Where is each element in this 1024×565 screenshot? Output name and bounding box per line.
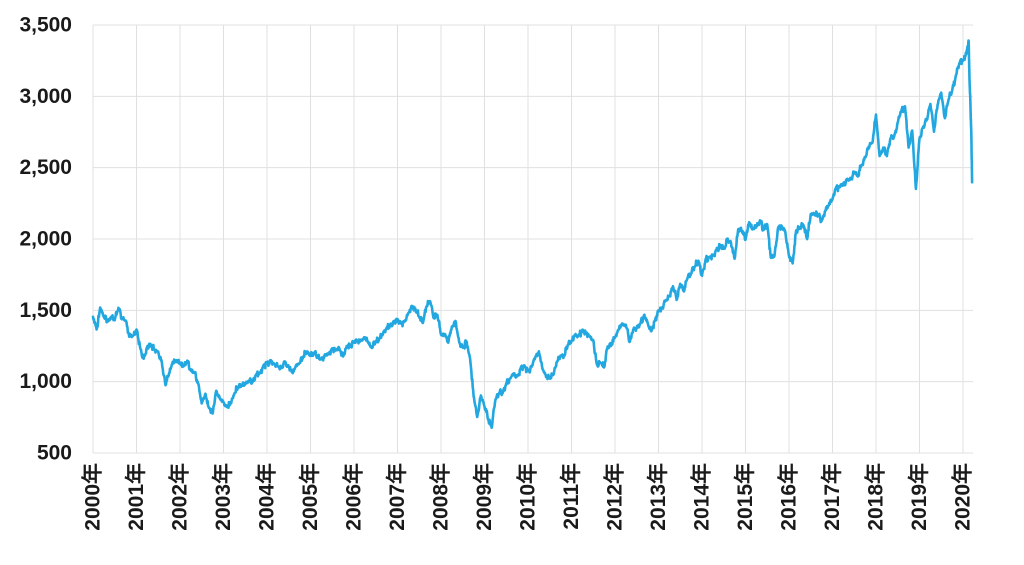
x-axis-tick-label: 2016年 (776, 463, 800, 531)
y-axis-tick-label: 3,000 (19, 85, 72, 108)
x-axis-tick-label: 2015年 (733, 463, 757, 531)
y-axis-tick-label: 1,500 (19, 299, 72, 322)
x-axis-tick-label: 2008年 (428, 463, 452, 531)
y-axis-tick-label: 2,500 (19, 156, 72, 179)
y-axis-tick-label: 500 (37, 442, 72, 465)
x-axis-tick-label: 2007年 (385, 463, 409, 531)
x-axis-tick-label: 2011年 (559, 463, 583, 530)
x-axis-tick-label: 2019年 (907, 463, 931, 531)
x-axis-tick-label: 2014年 (689, 463, 713, 531)
x-axis-tick-label: 2010年 (515, 463, 539, 531)
x-axis-tick-label: 2020年 (950, 463, 974, 531)
x-axis-tick-label: 2000年 (81, 463, 105, 531)
y-axis-tick-label: 2,000 (19, 228, 72, 251)
x-axis-tick-label: 2001年 (124, 463, 148, 531)
x-axis-tick-label: 2004年 (254, 463, 278, 531)
x-axis-tick-label: 2017年 (820, 463, 844, 531)
x-axis-tick-label: 2002年 (167, 463, 191, 531)
x-axis-tick-label: 2005年 (298, 463, 322, 531)
y-axis-tick-label: 3,500 (19, 14, 72, 37)
x-axis-tick-label: 2018年 (863, 463, 887, 531)
x-axis-tick-label: 2009年 (472, 463, 496, 531)
y-axis-tick-label: 1,000 (19, 370, 72, 393)
x-axis-tick-label: 2012年 (602, 463, 626, 531)
x-axis-tick-label: 2003年 (211, 463, 235, 531)
x-axis-tick-label: 2006年 (341, 463, 365, 531)
index-price-line (91, 39, 974, 430)
x-axis-tick-label: 2013年 (646, 463, 670, 531)
